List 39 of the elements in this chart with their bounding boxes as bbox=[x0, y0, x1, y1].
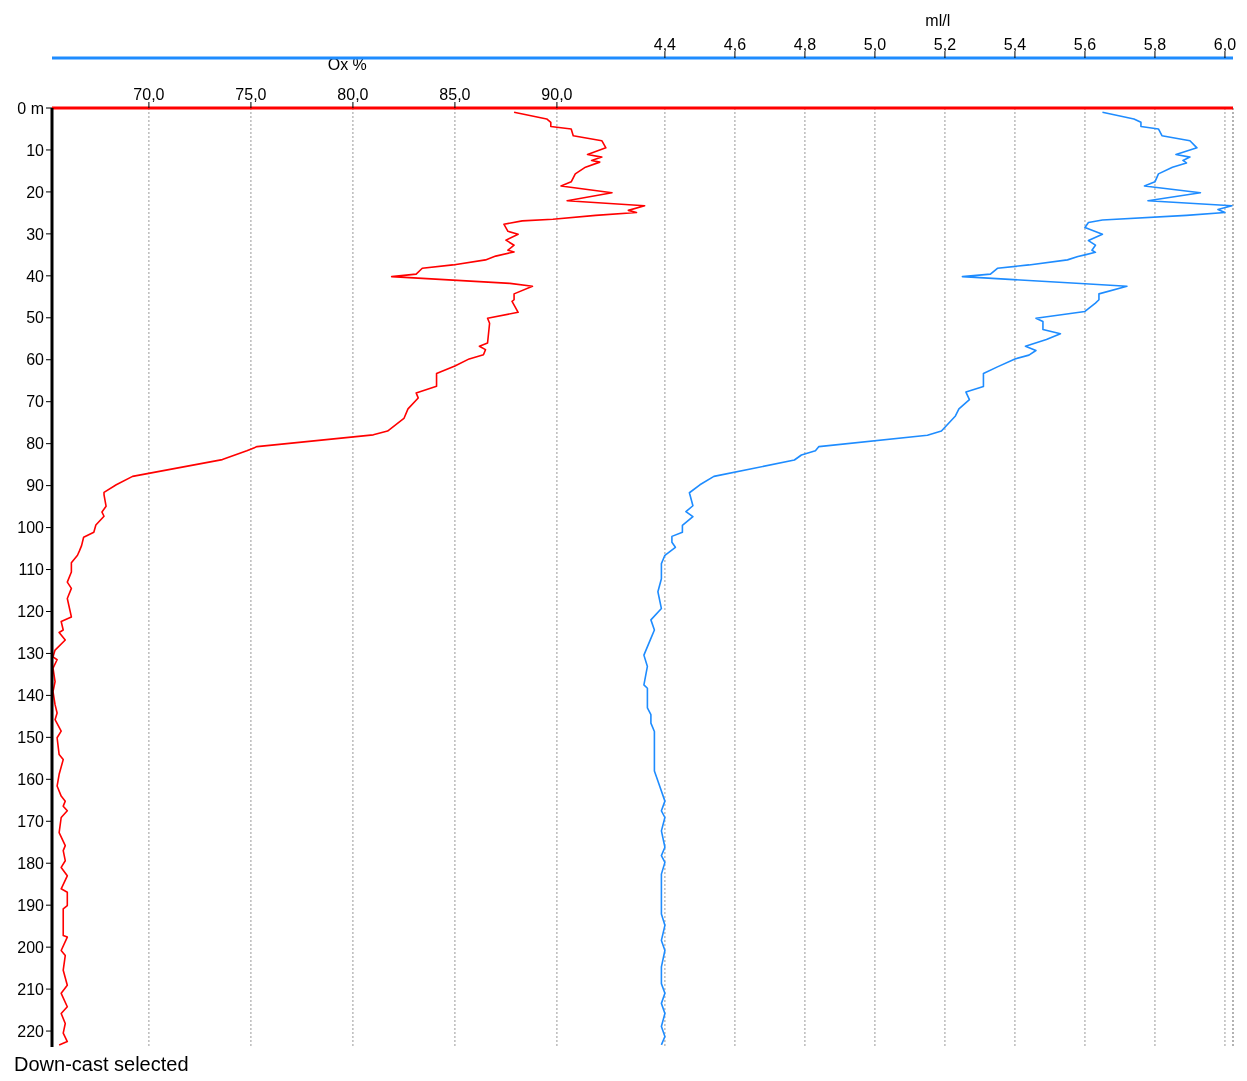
y-tick-label: 160 bbox=[17, 770, 45, 788]
y-tick-label: 200 bbox=[17, 938, 45, 956]
y-tick-label: 50 bbox=[26, 309, 45, 327]
y-tick-label: 180 bbox=[17, 854, 45, 872]
y-tick-label: 60 bbox=[26, 351, 45, 369]
x-tick-label: 85,0 bbox=[439, 86, 471, 103]
x2-tick-label: 5,2 bbox=[933, 36, 957, 53]
x2-tick-label: 5,8 bbox=[1143, 36, 1167, 53]
y-tick-label: 10 bbox=[26, 141, 45, 159]
y-tick-label: 220 bbox=[17, 1022, 45, 1040]
x2-tick-label: 6,0 bbox=[1213, 36, 1237, 53]
y-tick-label: 30 bbox=[26, 225, 45, 243]
y-tick-label: 120 bbox=[17, 603, 45, 621]
x2-tick-label: 4,8 bbox=[793, 36, 817, 53]
y-tick-label: 190 bbox=[17, 896, 45, 914]
y-tick-label: 110 bbox=[18, 561, 45, 579]
y-tick-label: 130 bbox=[17, 645, 45, 663]
y-tick-label: 90 bbox=[26, 477, 45, 495]
y-tick-label: 170 bbox=[17, 812, 45, 830]
x-tick-label: 70,0 bbox=[133, 86, 165, 103]
y-tick-label: 20 bbox=[26, 183, 45, 201]
text: Down-cast selected bbox=[14, 1053, 190, 1076]
x-tick-label: 80,0 bbox=[337, 86, 369, 103]
x-tick-label: 90,0 bbox=[541, 86, 573, 103]
y-tick-label: 80 bbox=[26, 435, 45, 453]
x2-axis-title: ml/l bbox=[925, 12, 951, 29]
y-tick-label: 40 bbox=[26, 267, 45, 285]
x-tick-label: 75,0 bbox=[235, 86, 267, 103]
x2-tick-label: 5,6 bbox=[1073, 36, 1097, 53]
x2-tick-label: 4,6 bbox=[723, 36, 747, 53]
y-tick-label: 100 bbox=[17, 519, 45, 537]
x2-tick-label: 5,4 bbox=[1003, 36, 1027, 53]
x2-tick-label: 5,0 bbox=[863, 36, 887, 53]
y-tick-label: 70 bbox=[26, 393, 45, 411]
x2-tick-label: 4,4 bbox=[653, 36, 677, 53]
y-tick-label: 150 bbox=[17, 729, 45, 747]
y-tick-label: 140 bbox=[17, 687, 45, 705]
y-tick-label: 0 m bbox=[17, 99, 44, 117]
y-tick-label: 210 bbox=[17, 980, 45, 998]
